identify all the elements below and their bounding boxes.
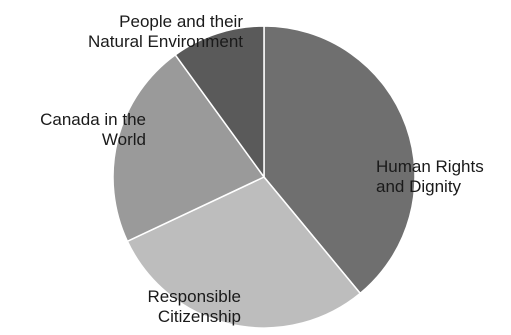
slice-label-responsible-citizenship: Responsible Citizenship	[147, 287, 241, 326]
slice-responsible-citizenship	[126, 176, 362, 329]
slice-label-human-rights: Human Rights and Dignity	[376, 157, 484, 196]
slice-label-canada-in-the-world: Canada in the World	[40, 110, 146, 149]
slice-human-rights-and-dignity	[263, 25, 416, 295]
slice-label-people-natural-environment: People and their Natural Environment	[88, 12, 243, 51]
slice-canada-in-the-world	[112, 53, 266, 243]
pie-slices	[112, 25, 416, 329]
slice-people-natural-environment	[174, 25, 265, 180]
